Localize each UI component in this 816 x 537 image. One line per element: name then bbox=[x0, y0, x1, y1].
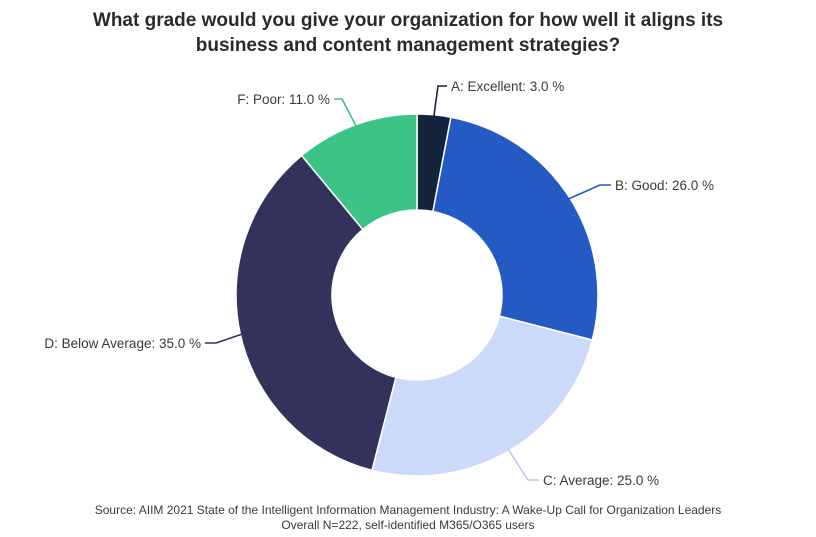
slice-c-average[interactable] bbox=[371, 315, 594, 477]
slice-label-c-average: C: Average: 25.0 % bbox=[543, 473, 659, 488]
leader-line-b-good bbox=[567, 184, 611, 200]
slice-label-f-poor: F: Poor: 11.0 % bbox=[237, 92, 330, 107]
chart-title-line-1: What grade would you give your organizat… bbox=[92, 10, 724, 31]
slice-label-a-excellent: A: Excellent: 3.0 % bbox=[451, 79, 564, 94]
source-line-2: Overall N=222, self-identified M365/O365… bbox=[281, 518, 535, 532]
slice-d-below-average[interactable] bbox=[235, 154, 397, 472]
source-line-1: Source: AIIM 2021 State of the Intellige… bbox=[94, 503, 722, 517]
slice-f-poor[interactable] bbox=[300, 113, 418, 231]
slice-b-good[interactable] bbox=[432, 116, 599, 341]
leader-line-f-poor bbox=[334, 98, 358, 127]
leader-line-c-average bbox=[507, 448, 539, 481]
source-note: Source: AIIM 2021 State of the Intellige… bbox=[0, 503, 816, 533]
slice-label-b-good: B: Good: 26.0 % bbox=[615, 178, 714, 193]
chart-title-line-2: business and content management strategi… bbox=[195, 35, 621, 56]
leader-line-a-excellent bbox=[433, 85, 447, 117]
leader-line-d-below-average bbox=[205, 333, 243, 344]
chart-title: What grade would you give your organizat… bbox=[0, 8, 816, 58]
slice-label-d-below-average: D: Below Average: 35.0 % bbox=[44, 336, 201, 351]
